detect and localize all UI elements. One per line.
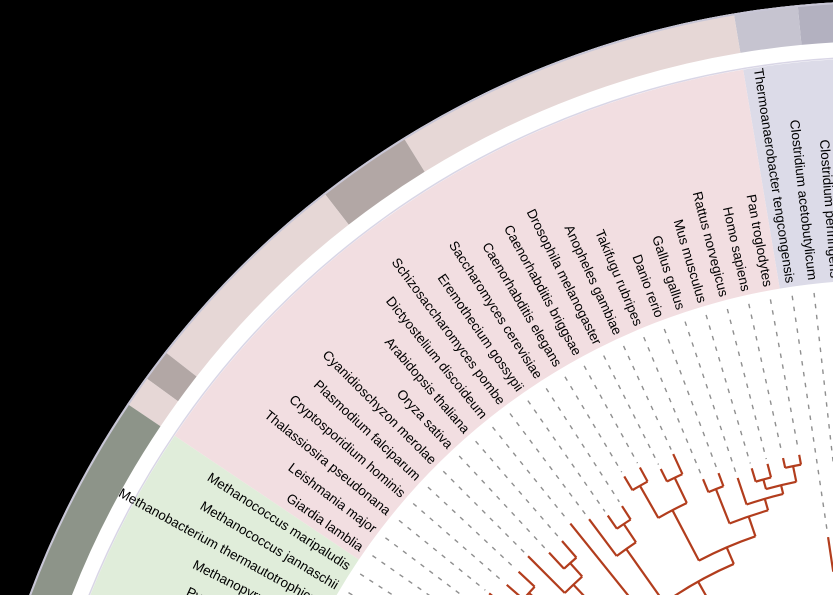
branch-radial (714, 488, 731, 524)
branch-radial (623, 475, 634, 491)
branch-radial (561, 540, 578, 559)
ring-segment (145, 351, 197, 402)
guide-line (643, 336, 702, 475)
guide-line (769, 299, 799, 450)
branch-radial (792, 465, 798, 483)
ring-segment (165, 193, 349, 377)
branch-radial (569, 562, 584, 578)
guide-line (564, 376, 623, 473)
guide-line (622, 345, 672, 450)
branch-radial (798, 454, 803, 465)
ring-segment (797, 2, 833, 45)
branch-radial (781, 457, 787, 469)
guide-line (385, 537, 463, 595)
branch-radial (747, 516, 757, 537)
branch-radial (762, 479, 768, 490)
guide-line (726, 308, 767, 460)
branch-radial (588, 518, 618, 557)
sector-bacteria (743, 59, 833, 289)
branch-radial (736, 477, 748, 505)
guide-line (359, 573, 395, 595)
branch-radial (763, 498, 770, 511)
branch-radial (622, 523, 637, 543)
tree-branches (488, 453, 833, 595)
guide-line (748, 303, 783, 454)
ring-segment (127, 377, 179, 427)
guide-line (684, 321, 737, 474)
branch-radial (569, 522, 630, 595)
branch-radial (671, 509, 700, 562)
guide-line (545, 387, 620, 503)
guide-line (398, 519, 486, 591)
branch-radial (506, 584, 521, 595)
guide-lines (348, 292, 833, 595)
guide-line (705, 314, 751, 464)
sector-eukaryota (174, 69, 780, 560)
branch-radial (517, 570, 536, 588)
branch-arc (765, 480, 797, 491)
ring-segment (733, 5, 802, 53)
gap-inner-edge (88, 57, 833, 595)
sector-regions (90, 59, 833, 595)
branch-radial (697, 581, 707, 595)
guide-line (527, 400, 606, 512)
ring-segment (29, 403, 161, 595)
branch-radial (725, 546, 735, 565)
ring-segment (403, 13, 741, 172)
guide-line (427, 486, 516, 569)
guide-line (791, 295, 829, 533)
branch-radial (766, 463, 773, 478)
branch-radial (527, 555, 566, 594)
branch-radial (673, 477, 688, 504)
outer-ring (29, 2, 833, 595)
ring-segment (324, 137, 425, 225)
branch-radial (659, 468, 668, 482)
branch-radial (548, 551, 565, 570)
guide-line (663, 328, 718, 469)
branch-radial (606, 514, 618, 530)
branch-radial (702, 478, 710, 493)
guide-line (442, 470, 526, 554)
branch-radial (638, 466, 649, 483)
guide-line (412, 502, 504, 583)
guide-line (603, 355, 660, 465)
branch-radial (639, 485, 660, 519)
branch-radial (621, 505, 632, 521)
guide-line (492, 426, 568, 521)
branch-radial (717, 472, 725, 487)
branch-radial (625, 548, 661, 595)
branch-radial (826, 536, 833, 572)
branch-radial (672, 453, 684, 475)
branch-radial (780, 484, 785, 495)
branch-radial (750, 467, 757, 482)
guide-line (583, 365, 639, 464)
sector-archaea (90, 435, 359, 595)
